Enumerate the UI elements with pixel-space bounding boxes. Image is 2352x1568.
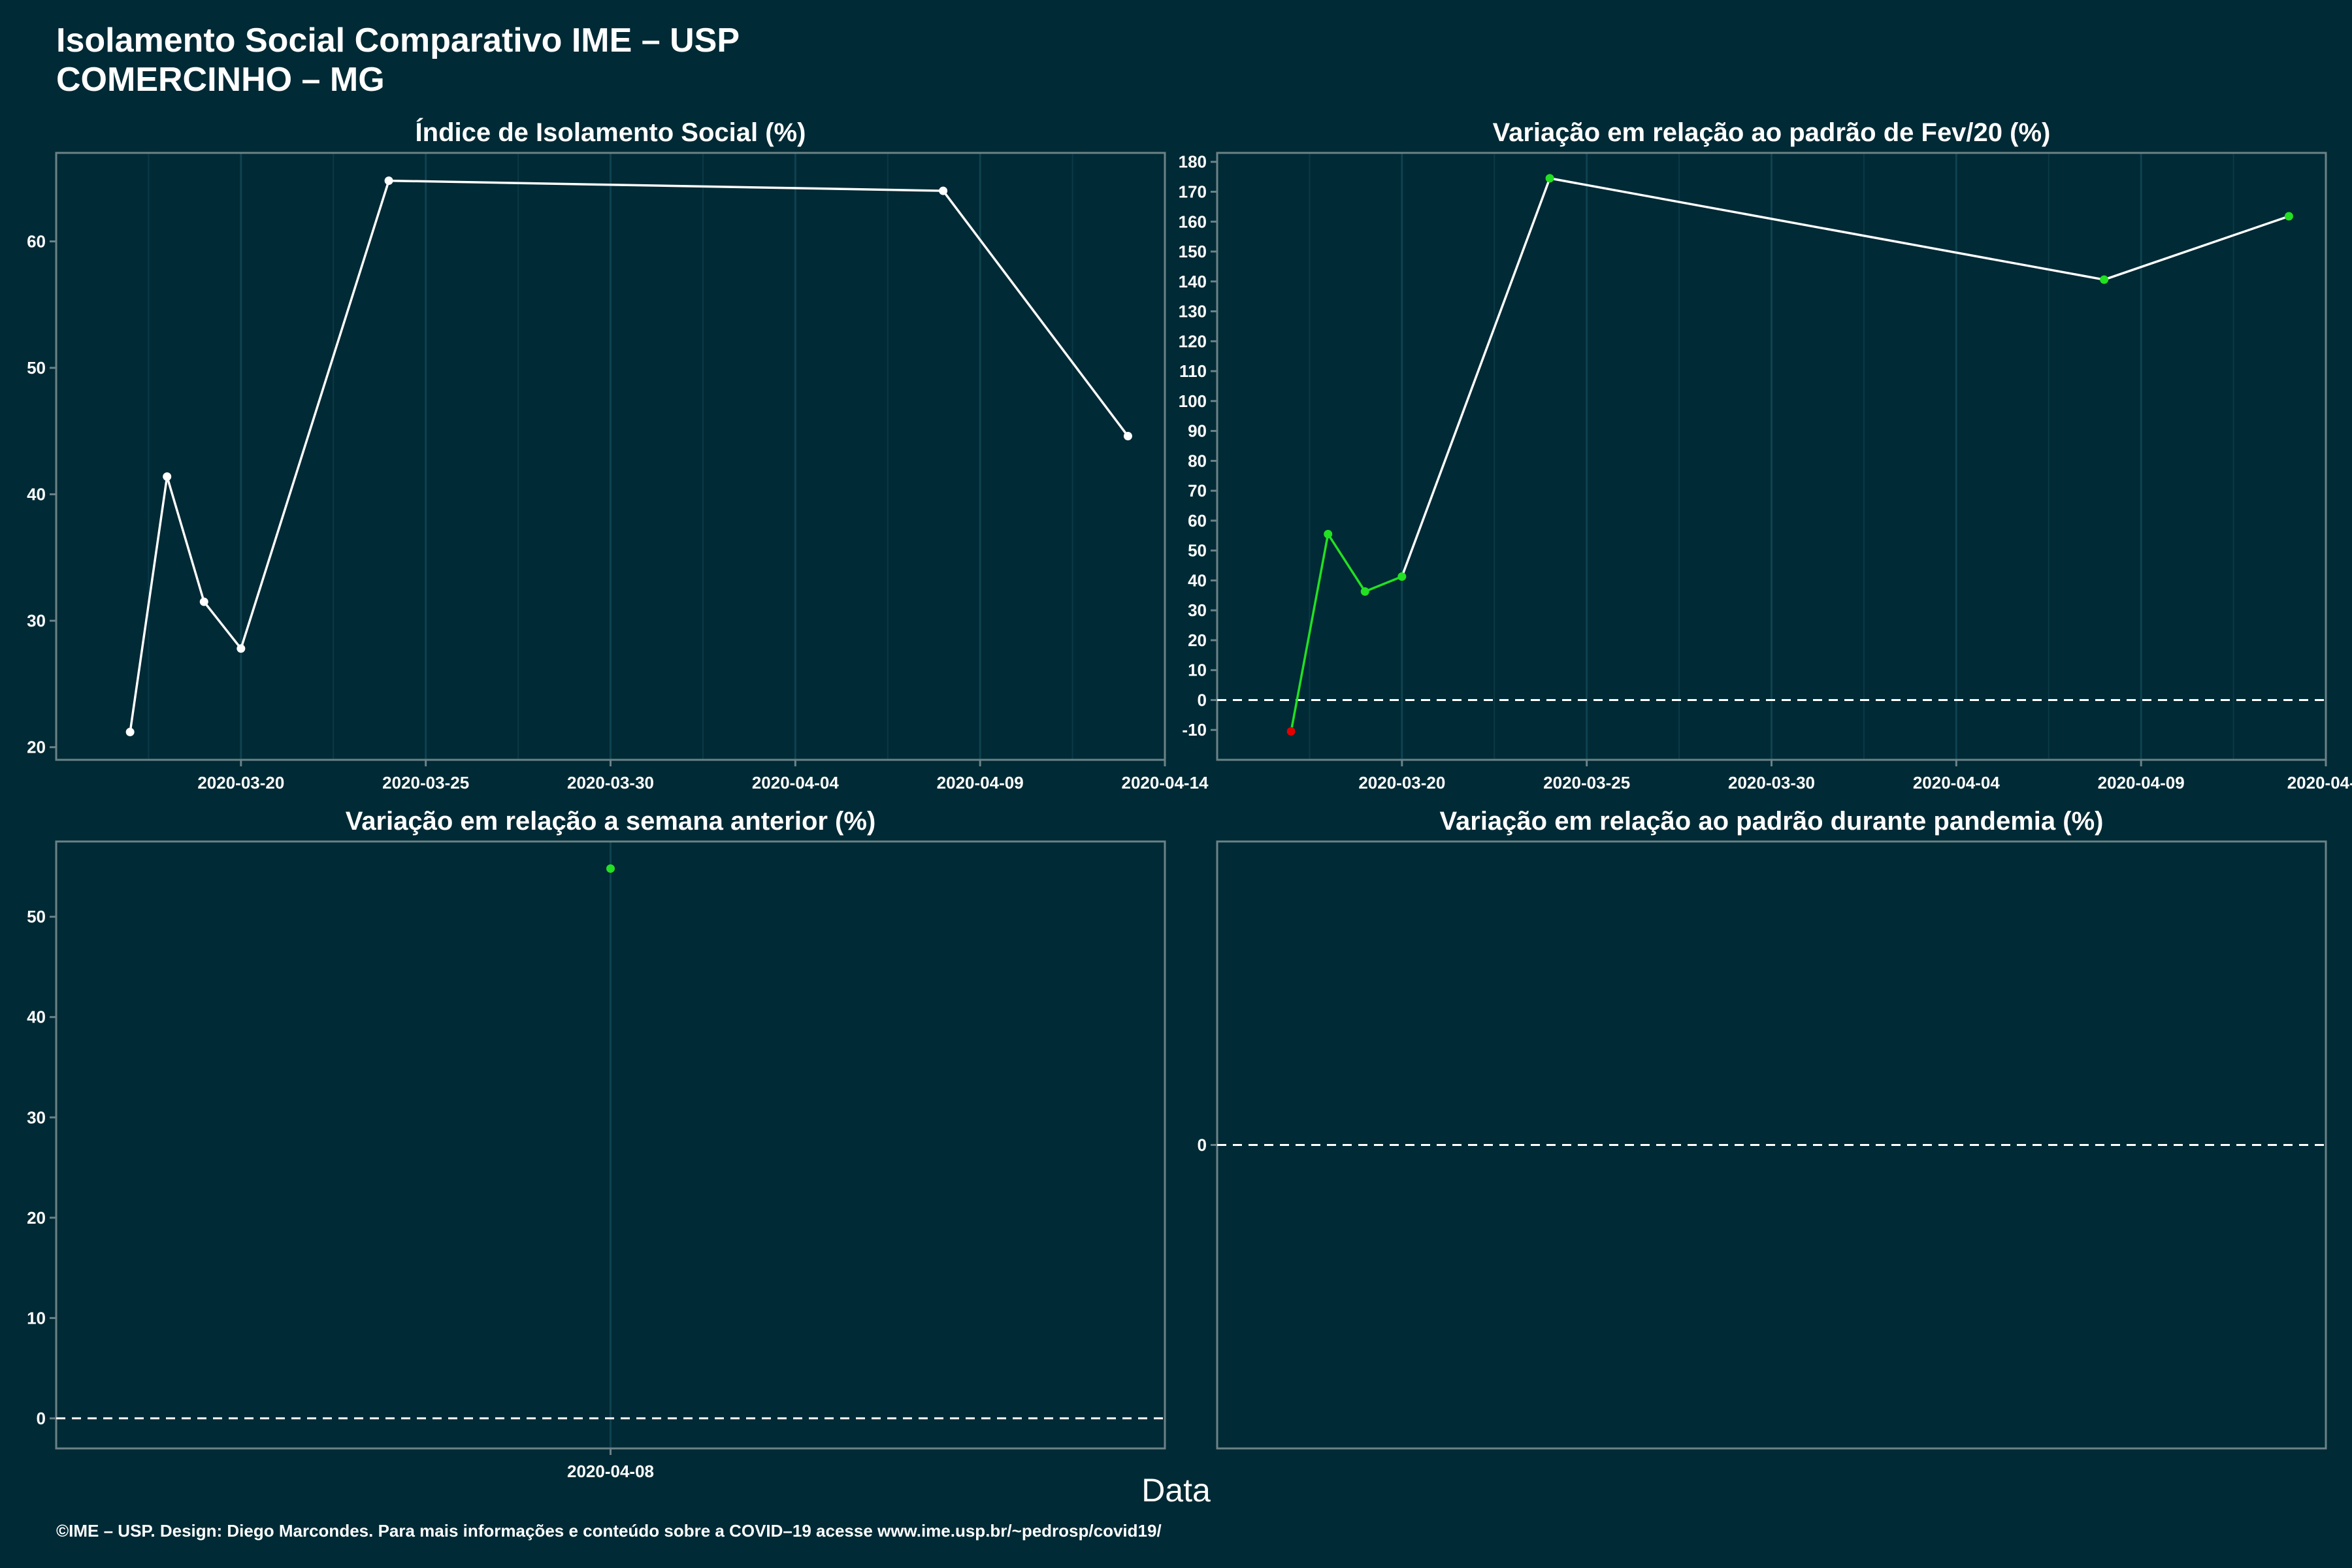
y-tick-label-variacao_fev: 170 xyxy=(1179,182,1207,201)
data-point-isolamento xyxy=(125,727,135,736)
y-tick-label-variacao_fev: 100 xyxy=(1179,391,1207,411)
y-tick-label-isolamento: 50 xyxy=(27,358,46,378)
y-tick-label-variacao_pandemia: 0 xyxy=(1198,1135,1207,1155)
y-tick-label-variacao_fev: 110 xyxy=(1179,361,1207,381)
y-tick-label-variacao_fev: 60 xyxy=(1188,511,1207,531)
y-tick-label-variacao_fev: 30 xyxy=(1188,600,1207,620)
y-tick-label-variacao_fev: 50 xyxy=(1188,541,1207,561)
data-point-variacao_semana xyxy=(606,864,615,873)
series-segment-isolamento xyxy=(203,600,242,650)
y-tick-label-isolamento: 20 xyxy=(27,738,46,757)
y-tick-label-isolamento: 60 xyxy=(27,231,46,251)
series-segment-isolamento xyxy=(129,475,169,734)
data-point-variacao_fev xyxy=(1545,174,1554,183)
figure-subtitle: COMERCINHO – MG xyxy=(56,61,385,99)
y-tick-label-variacao_fev: 140 xyxy=(1179,272,1207,291)
y-tick-label-isolamento: 40 xyxy=(27,485,46,504)
y-tick-label-variacao_semana: 10 xyxy=(27,1308,46,1328)
data-point-isolamento xyxy=(1123,432,1132,441)
x-tick-label-isolamento: 2020-04-14 xyxy=(1122,773,1209,792)
panel-title-variacao_pandemia: Variação em relação ao padrão durante pa… xyxy=(1440,807,2104,836)
y-tick-label-variacao_fev: 160 xyxy=(1179,212,1207,231)
x-tick-label-variacao_fev: 2020-03-25 xyxy=(1543,773,1630,792)
y-tick-label-variacao_semana: 20 xyxy=(27,1208,46,1228)
y-tick-label-variacao_fev: 40 xyxy=(1188,570,1207,590)
panel-title-variacao_semana: Variação em relação a semana anterior (%… xyxy=(346,807,876,836)
y-tick-label-variacao_semana: 50 xyxy=(27,907,46,926)
y-tick-label-isolamento: 30 xyxy=(27,611,46,630)
series-segment-variacao_fev xyxy=(2102,215,2291,281)
panel-title-variacao_fev: Variação em relação ao padrão de Fev/20 … xyxy=(1493,118,2051,147)
y-tick-label-variacao_semana: 40 xyxy=(27,1007,46,1027)
series-segment-variacao_fev xyxy=(1364,575,1403,593)
x-axis-label: Data xyxy=(1141,1472,1211,1509)
y-tick-label-variacao_fev: 180 xyxy=(1179,152,1207,172)
series-segment-isolamento xyxy=(165,475,206,603)
data-point-variacao_fev xyxy=(1286,727,1296,736)
panel-title-isolamento: Índice de Isolamento Social (%) xyxy=(416,118,806,147)
x-tick-label-variacao_fev: 2020-04-1 xyxy=(2287,773,2352,792)
y-tick-label-variacao_fev: 130 xyxy=(1179,302,1207,321)
data-point-isolamento xyxy=(199,597,208,606)
x-tick-label-isolamento: 2020-04-04 xyxy=(752,773,840,792)
y-tick-label-variacao_fev: 0 xyxy=(1198,690,1207,710)
data-point-variacao_fev xyxy=(1360,587,1369,596)
series-segment-variacao_fev xyxy=(1290,532,1330,733)
series-segment-variacao_fev xyxy=(1326,532,1367,593)
x-tick-label-variacao_fev: 2020-03-20 xyxy=(1358,773,1445,792)
data-point-isolamento xyxy=(384,176,393,186)
data-point-isolamento xyxy=(939,186,948,195)
x-tick-label-isolamento: 2020-03-20 xyxy=(197,773,284,792)
data-point-isolamento xyxy=(163,472,172,481)
footer-caption: ©IME – USP. Design: Diego Marcondes. Par… xyxy=(56,1521,1162,1541)
x-tick-label-isolamento: 2020-03-30 xyxy=(567,773,654,792)
y-tick-label-variacao_fev: 90 xyxy=(1188,421,1207,441)
data-point-variacao_fev xyxy=(1324,529,1333,538)
series-segment-variacao_fev xyxy=(1548,177,2106,281)
x-tick-label-variacao_fev: 2020-03-30 xyxy=(1728,773,1815,792)
y-tick-label-variacao_fev: 120 xyxy=(1179,331,1207,351)
series-segment-isolamento xyxy=(387,179,945,192)
x-tick-label-variacao_fev: 2020-04-04 xyxy=(1913,773,2001,792)
data-point-isolamento xyxy=(237,644,246,653)
x-tick-label-isolamento: 2020-03-25 xyxy=(382,773,469,792)
series-segment-variacao_fev xyxy=(1401,177,1551,578)
y-tick-label-variacao_semana: 30 xyxy=(27,1107,46,1127)
data-point-variacao_fev xyxy=(1397,572,1407,581)
y-tick-label-variacao_fev: 70 xyxy=(1188,481,1207,500)
x-tick-label-variacao_fev: 2020-04-09 xyxy=(2098,773,2185,792)
x-tick-label-variacao_semana: 2020-04-08 xyxy=(567,1462,654,1481)
y-tick-label-variacao_semana: 0 xyxy=(37,1409,46,1428)
y-tick-label-variacao_fev: 80 xyxy=(1188,451,1207,470)
y-tick-label-variacao_fev: -10 xyxy=(1182,720,1207,740)
data-point-variacao_fev xyxy=(2284,212,2293,221)
series-segment-isolamento xyxy=(240,179,390,650)
x-tick-label-isolamento: 2020-04-09 xyxy=(937,773,1024,792)
data-point-variacao_fev xyxy=(2100,275,2109,284)
y-tick-label-variacao_fev: 10 xyxy=(1188,661,1207,680)
y-tick-label-variacao_fev: 150 xyxy=(1179,242,1207,261)
series-segment-isolamento xyxy=(941,189,1130,438)
figure-title: Isolamento Social Comparativo IME – USP xyxy=(56,22,740,59)
y-tick-label-variacao_fev: 20 xyxy=(1188,630,1207,650)
